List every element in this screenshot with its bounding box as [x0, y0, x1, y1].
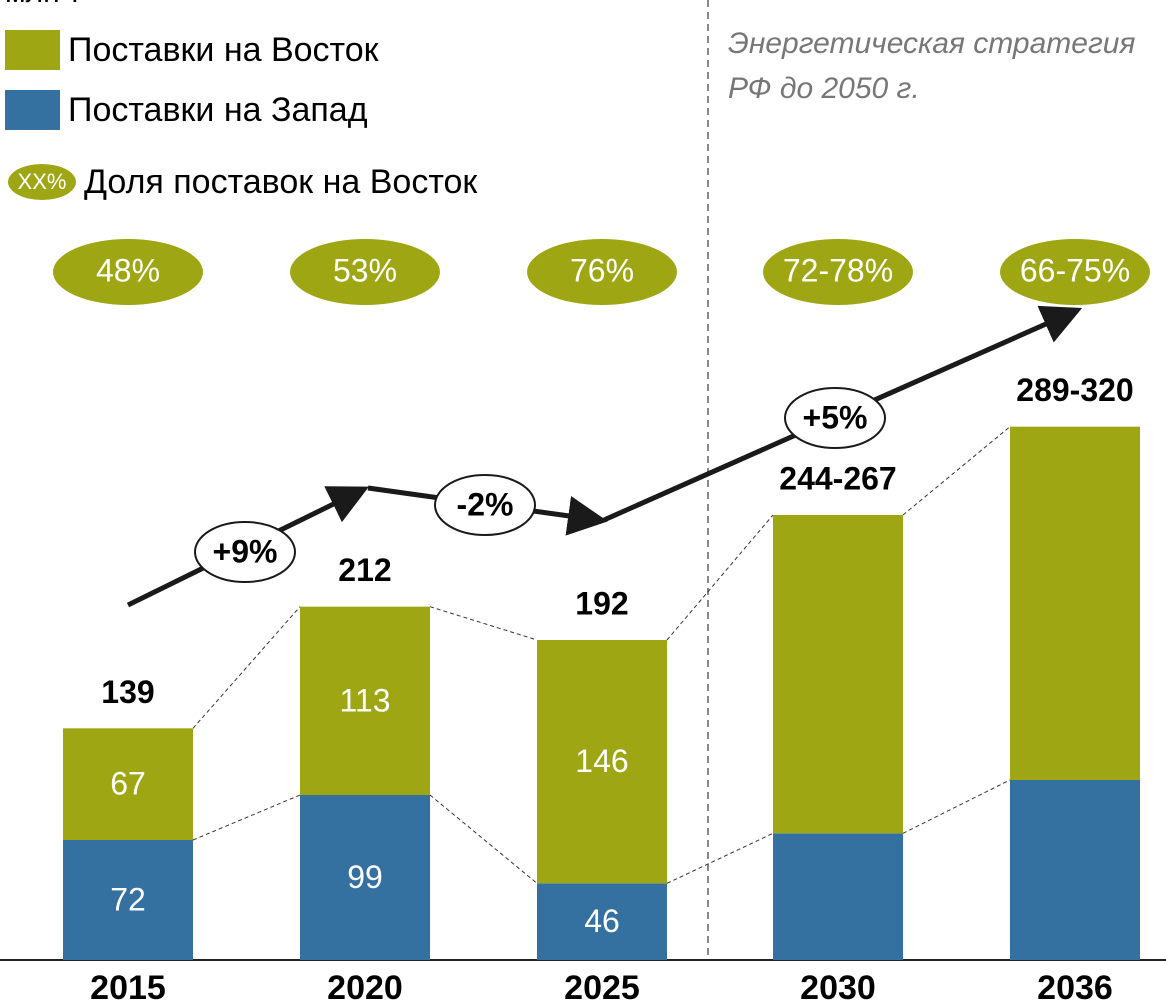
connector [902, 779, 1011, 834]
share-label: 48% [96, 252, 160, 288]
connector [429, 794, 538, 884]
share-bubble [53, 239, 203, 305]
x-tick-label: 2025 [564, 969, 640, 1007]
share-label: 76% [570, 252, 634, 288]
share-legend-marker-text: XX% [18, 169, 67, 194]
bar-segment [63, 840, 193, 960]
x-tick-label: 2036 [1037, 969, 1113, 1007]
connector [192, 606, 301, 729]
connector [192, 794, 301, 841]
unit-label: млн т [5, 0, 82, 9]
bar-segment [300, 795, 430, 960]
bar-segment [537, 640, 667, 884]
value-label: 46 [584, 903, 620, 939]
bar-segment [773, 833, 903, 960]
value-label: 113 [339, 682, 390, 718]
bar-segment [773, 515, 903, 834]
total-label: 192 [575, 585, 628, 621]
strategy-note: РФ до 2050 г. [728, 72, 920, 105]
share-bubble [763, 239, 913, 305]
value-label: 67 [110, 766, 146, 802]
bar-segment [1010, 426, 1140, 780]
share-bubble [1000, 239, 1150, 305]
value-label: 146 [575, 743, 628, 779]
share-bubble [290, 239, 440, 305]
bar-segment [63, 728, 193, 840]
connector [902, 426, 1011, 516]
legend-swatch [5, 30, 60, 70]
growth-bubble [784, 387, 886, 449]
growth-bubble [194, 521, 296, 583]
strategy-note: Энергетическая стратегия [728, 27, 1135, 60]
growth-label: -2% [457, 486, 514, 522]
share-legend-marker [8, 164, 76, 200]
connector [666, 514, 774, 641]
growth-bubble [434, 474, 536, 536]
total-label: 212 [338, 552, 391, 588]
share-legend-label: Доля поставок на Восток [84, 163, 478, 201]
share-label: 72-78% [783, 252, 893, 288]
x-tick-label: 2020 [327, 969, 403, 1007]
bar-segment [1010, 780, 1140, 960]
growth-label: +9% [213, 533, 278, 569]
share-bubble [527, 239, 677, 305]
x-tick-label: 2015 [90, 969, 166, 1007]
total-label: 289-320 [1016, 372, 1133, 408]
share-label: 53% [333, 252, 397, 288]
growth-label: +5% [803, 399, 868, 435]
bar-segment [537, 883, 667, 960]
legend-swatch [5, 90, 60, 130]
connector [429, 606, 538, 641]
total-label: 139 [101, 674, 154, 710]
share-label: 66-75% [1020, 252, 1130, 288]
connector [666, 832, 774, 884]
legend-label: Поставки на Восток [68, 31, 380, 69]
bar-segment [300, 606, 430, 795]
x-tick-label: 2030 [800, 969, 876, 1007]
total-label: 244-267 [779, 460, 896, 496]
legend-label: Поставки на Запад [68, 91, 368, 129]
value-label: 72 [110, 881, 146, 917]
value-label: 99 [347, 859, 383, 895]
